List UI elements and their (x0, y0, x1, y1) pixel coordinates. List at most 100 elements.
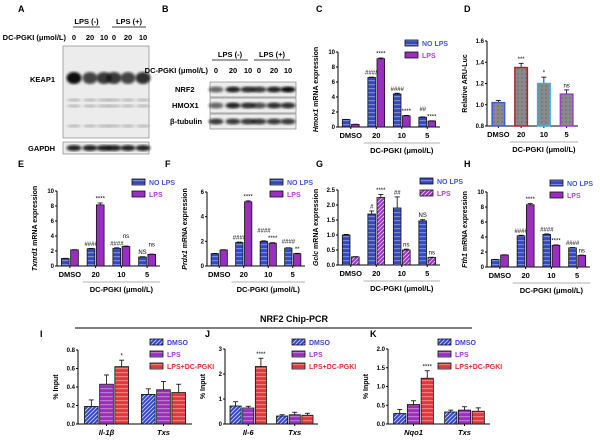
legend-swatch (419, 189, 434, 197)
chart-panel-c: C 0 2 4 6 8 10 Hmox1 mRNA expression DMSO 20 #### *… (313, 4, 448, 155)
blot-band (106, 72, 122, 84)
blot-band (66, 72, 82, 84)
bar (376, 197, 386, 266)
legend-swatch (149, 338, 164, 346)
legend-swatch (131, 190, 146, 198)
y-tick-label: 0.0 (327, 263, 336, 269)
minor-band (107, 124, 121, 128)
bar (427, 257, 437, 266)
legend-label: LPS+DC-PGKI (455, 364, 502, 371)
significance-label: #### (390, 87, 404, 93)
y-tick-label: 0.4 (67, 385, 76, 391)
bar (427, 120, 437, 128)
y-axis-label: Relative ARU-Luc (462, 54, 469, 113)
y-tick-label: 2.5 (327, 188, 336, 194)
legend-swatch (291, 362, 306, 370)
y-tick-label: 4 (332, 95, 336, 101)
significance-label: **** (268, 236, 278, 242)
bar (259, 240, 268, 267)
legend-label: DMSO (167, 340, 189, 347)
bar (420, 377, 434, 425)
y-tick-label: 0.0 (377, 422, 386, 428)
significance-label: # (370, 205, 374, 211)
x-category-label: 20 (372, 269, 380, 278)
significance-label: ns (429, 251, 435, 257)
blot-band (280, 86, 296, 93)
panel-label: H (464, 159, 471, 169)
y-tick-label: 8 (481, 205, 485, 211)
lane-group-label: LPS (-) (218, 50, 243, 59)
bar (525, 204, 535, 268)
lane-label: 0 (214, 66, 218, 75)
minor-band (121, 104, 135, 108)
bar (138, 256, 147, 267)
blot-membrane (62, 45, 150, 139)
minor-band (107, 104, 121, 108)
legend-swatch (437, 350, 452, 358)
y-tick-label: 1.0 (327, 233, 336, 239)
significance-label: **** (427, 114, 437, 120)
legend-label: LPS (422, 53, 436, 60)
band-label: β-tubulin (170, 117, 202, 126)
x-category-label: Il-1β (99, 428, 115, 437)
lane-label: 20 (86, 33, 94, 42)
y-axis-label-text: % Input (53, 374, 60, 400)
y-tick-label: 10 (477, 190, 484, 196)
x-category-label: Txs (458, 428, 471, 437)
y-axis-label-text: mRNA expression (313, 47, 320, 109)
minor-band (67, 104, 81, 108)
band-label: KEAP1 (30, 75, 55, 84)
y-tick-label: 2.0 (377, 347, 386, 353)
lane-label: 0 (112, 33, 116, 42)
minor-band (97, 124, 111, 128)
significance-label: ns (149, 243, 155, 249)
x-category-label: 10 (547, 271, 555, 280)
x-category-label: Il-6 (243, 428, 255, 437)
y-axis-label-text: mRNA expression (313, 189, 320, 251)
bar (514, 66, 529, 127)
y-axis-label: % Input (363, 373, 370, 399)
bar (171, 392, 186, 425)
y-axis-gene: Txnrd1 (32, 248, 39, 271)
bar (219, 249, 228, 267)
legend-swatch (149, 362, 164, 370)
bar (61, 258, 70, 267)
blot-band (135, 72, 151, 84)
x-category-label: 20 (372, 131, 380, 140)
lane-label: 10 (139, 33, 147, 42)
x-axis-label: DC-PGKI (μmol/L) (512, 145, 576, 154)
lane-label: 0 (257, 66, 261, 75)
y-axis-gene: Fth1 (462, 253, 469, 268)
blot-band (225, 86, 241, 93)
bar (577, 254, 586, 268)
y-tick-label: 6 (481, 220, 485, 226)
y-tick-label: 10 (328, 50, 335, 56)
significance-label: ** (295, 247, 300, 253)
lane-label: 20 (124, 33, 132, 42)
legend-label: LPS (437, 191, 451, 198)
x-category-label: 10 (117, 270, 125, 279)
bar (268, 242, 277, 267)
bar (490, 259, 500, 268)
significance-label: #### (233, 236, 247, 242)
legend-swatch (437, 362, 452, 370)
y-axis-gene: Hmox1 (313, 109, 320, 132)
blot-band (240, 102, 256, 109)
y-axis-label-text: Relative ARU-Luc (462, 54, 469, 113)
blot-band (135, 145, 151, 151)
y-tick-label: 4 (481, 235, 485, 241)
lane-group-label: LPS (+) (259, 50, 286, 59)
legend-swatch (269, 190, 284, 198)
minor-band (67, 124, 81, 128)
significance-label: **** (96, 197, 106, 203)
bar (288, 414, 301, 425)
bar (99, 383, 114, 425)
y-tick-label: 1.5 (377, 366, 386, 372)
blot-band (225, 118, 241, 125)
significance-label: * (543, 71, 546, 77)
x-axis-label: DC-PGKI (μmol/L) (520, 286, 584, 295)
x-category-label: 5 (565, 130, 569, 139)
bar (392, 207, 402, 266)
